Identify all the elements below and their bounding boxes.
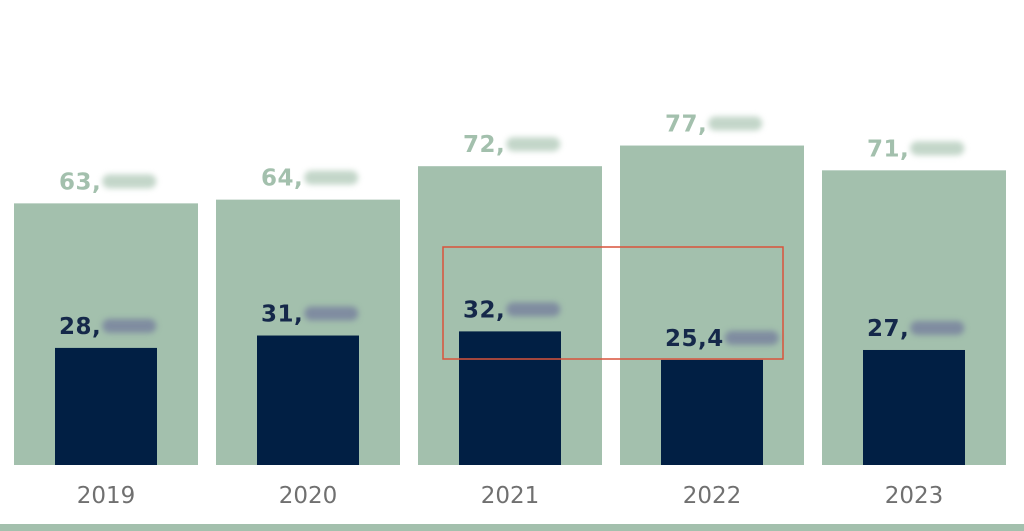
bottom-band xyxy=(0,524,1024,531)
outer-value-redacted xyxy=(506,137,561,152)
outer-value-label: 77, xyxy=(665,112,707,138)
inner-bar xyxy=(55,347,157,465)
highlight-box xyxy=(442,246,784,360)
inner-value-label: 31, xyxy=(261,302,303,328)
outer-value-redacted xyxy=(910,141,965,156)
inner-value-label: 28, xyxy=(59,314,101,340)
x-tick-label: 2019 xyxy=(77,483,136,509)
inner-value-redacted xyxy=(102,318,157,333)
inner-bar xyxy=(863,349,965,465)
inner-value-redacted xyxy=(506,302,561,317)
inner-value-redacted xyxy=(304,306,359,321)
x-tick-label: 2023 xyxy=(885,483,944,509)
x-tick-label: 2022 xyxy=(683,483,742,509)
inner-value-label: 27, xyxy=(867,316,909,342)
outer-value-label: 63, xyxy=(59,169,101,195)
inner-value-redacted xyxy=(724,330,779,345)
inner-bar xyxy=(661,359,763,465)
inner-value-label: 25,4 xyxy=(665,326,724,352)
outer-value-redacted xyxy=(102,174,157,189)
inner-value-label: 32, xyxy=(463,297,505,323)
inner-bar xyxy=(459,331,561,465)
outer-value-redacted xyxy=(708,116,763,131)
inner-value-redacted xyxy=(910,320,965,335)
outer-value-label: 64, xyxy=(261,166,303,192)
outer-value-label: 72, xyxy=(463,132,505,158)
outer-value-label: 71, xyxy=(867,136,909,162)
inner-bar xyxy=(257,335,359,465)
x-tick-label: 2020 xyxy=(279,483,338,509)
x-tick-label: 2021 xyxy=(481,483,540,509)
outer-value-redacted xyxy=(304,170,359,185)
